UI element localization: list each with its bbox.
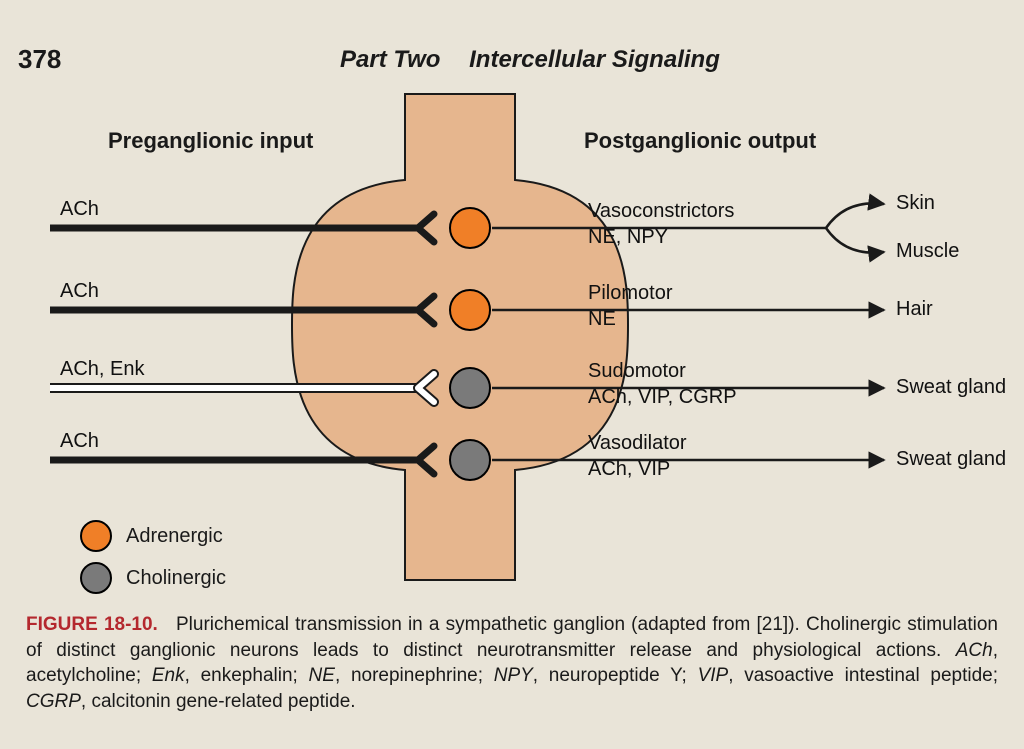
abbrev-term: NPY: [494, 665, 533, 686]
page-number: 378: [18, 44, 61, 75]
caption-body: Plurichemical transmission in a sympathe…: [26, 614, 998, 661]
postgang-arrow-0-0: [826, 203, 884, 228]
target-label-3-0: Sweat gland: [896, 448, 1006, 471]
ganglion-body: [292, 94, 628, 580]
abbrev-term: Enk: [152, 665, 185, 686]
part-title-prefix: Part Two: [340, 46, 440, 73]
abbrev-term: CGRP: [26, 691, 81, 712]
abbrev-term: NE: [309, 665, 335, 686]
target-label-2-0: Sweat gland: [896, 376, 1006, 399]
neuron-soma-2: [450, 368, 490, 408]
output-transmitters-1: NE: [588, 308, 616, 331]
postgang-arrow-0-1: [826, 228, 884, 253]
legend-row-adrenergic: Adrenergic: [80, 520, 226, 552]
input-label-2: ACh, Enk: [60, 358, 144, 381]
output-transmitters-0: NE, NPY: [588, 226, 668, 249]
abbrev-def: , calcitonin gene-related peptide.: [81, 691, 356, 712]
textbook-page: 378 Part Two Intercellular Signaling Pre…: [0, 0, 1024, 749]
abbrev-def: , norepinephrine;: [335, 665, 494, 686]
target-label-0-0: Skin: [896, 192, 935, 215]
target-label-1-0: Hair: [896, 298, 933, 321]
output-transmitters-3: ACh, VIP: [588, 458, 670, 481]
output-type-1: Pilomotor: [588, 282, 672, 305]
part-title: Part Two Intercellular Signaling: [340, 46, 720, 74]
legend: Adrenergic Cholinergic: [80, 520, 226, 604]
output-type-3: Vasodilator: [588, 432, 687, 455]
figure-caption: FIGURE 18-10. Plurichemical transmission…: [26, 612, 998, 715]
output-type-0: Vasoconstrictors: [588, 200, 734, 223]
neuron-soma-1: [450, 290, 490, 330]
legend-row-cholinergic: Cholinergic: [80, 562, 226, 594]
target-label-0-1: Muscle: [896, 240, 959, 263]
legend-label-adrenergic: Adrenergic: [126, 525, 223, 548]
neuron-soma-0: [450, 208, 490, 248]
abbrev-def: , neuropeptide Y;: [533, 665, 698, 686]
part-title-subject: Intercellular Signaling: [469, 46, 720, 73]
input-label-1: ACh: [60, 280, 99, 303]
ganglion-diagram: [0, 90, 1024, 590]
legend-label-cholinergic: Cholinergic: [126, 567, 226, 590]
abbrev-term: VIP: [698, 665, 729, 686]
legend-swatch-adrenergic: [80, 520, 112, 552]
figure-label: FIGURE 18-10.: [26, 614, 158, 635]
abbrev-term: ACh: [956, 640, 993, 661]
output-type-2: Sudomotor: [588, 360, 686, 383]
abbrev-def: , vasoactive intestinal peptide;: [728, 665, 998, 686]
input-label-3: ACh: [60, 430, 99, 453]
abbrev-def: , enkephalin;: [185, 665, 309, 686]
legend-swatch-cholinergic: [80, 562, 112, 594]
output-transmitters-2: ACh, VIP, CGRP: [588, 386, 737, 409]
input-label-0: ACh: [60, 198, 99, 221]
neuron-soma-3: [450, 440, 490, 480]
